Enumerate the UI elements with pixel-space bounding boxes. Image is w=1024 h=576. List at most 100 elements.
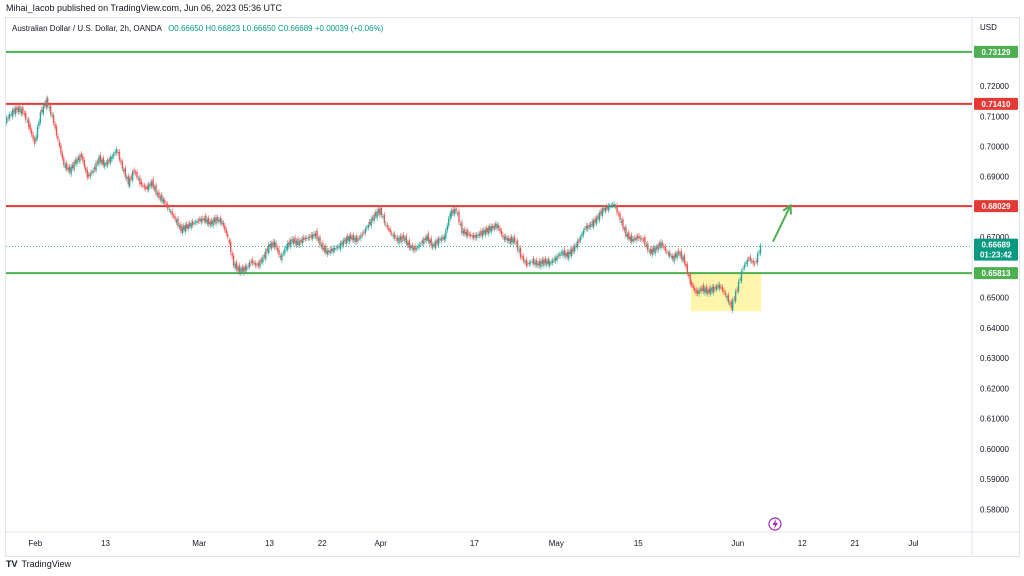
candle-body	[524, 261, 526, 262]
candle-body	[52, 115, 55, 123]
candle-body	[617, 213, 620, 215]
candle-body	[638, 235, 640, 239]
candle-body	[628, 232, 630, 239]
candle-body	[587, 225, 589, 230]
candle-body	[734, 291, 737, 302]
candle-body	[32, 134, 34, 139]
candle-body	[427, 233, 429, 242]
candle-body	[642, 239, 645, 241]
candle-body	[10, 113, 12, 115]
candle-body	[98, 157, 100, 165]
candle-body	[276, 247, 279, 251]
candle-body	[279, 256, 282, 258]
candle-body	[222, 222, 225, 226]
candle-body	[96, 161, 99, 164]
candle-body	[399, 236, 402, 241]
candle-body	[177, 218, 179, 226]
candle-body	[44, 103, 46, 106]
publisher-line: Mihai_Iacob published on TradingView.com…	[6, 3, 283, 13]
candle-body	[289, 240, 292, 247]
candle-body	[127, 175, 129, 185]
candle-body	[631, 235, 633, 242]
candle-body	[676, 252, 678, 259]
candle-body	[92, 170, 94, 174]
candle-body	[519, 248, 522, 258]
candle-body	[349, 234, 352, 239]
candle-body	[131, 171, 134, 181]
candle-body	[565, 253, 567, 257]
candle-body	[505, 235, 507, 240]
candle-body	[530, 262, 532, 264]
candle-body	[118, 151, 121, 160]
candle-body	[313, 233, 315, 236]
candle-body	[396, 237, 399, 241]
candle-body	[262, 257, 264, 263]
candle-body	[86, 169, 88, 178]
tradingview-wordmark: TradingView	[21, 559, 72, 569]
candle-body	[183, 225, 185, 230]
candle-body	[38, 121, 40, 127]
candle-body	[58, 141, 61, 146]
candle-body	[76, 158, 78, 165]
candle-body	[256, 264, 258, 266]
candle-body	[660, 241, 662, 248]
candle-body	[535, 260, 538, 265]
candle-body	[260, 259, 263, 262]
candle-body	[268, 244, 270, 253]
candle-body	[377, 209, 380, 214]
candle-body	[42, 105, 45, 114]
candle-body	[175, 220, 178, 223]
candle-body	[595, 217, 598, 224]
symbol-legend: Australian Dollar / U.S. Dollar, 2h, OAN…	[12, 24, 383, 33]
candle-body	[194, 222, 197, 224]
candle-body	[238, 265, 241, 273]
candle-body	[443, 236, 446, 241]
candle-body	[462, 230, 465, 234]
chart-frame	[5, 17, 1020, 557]
candle-body	[291, 238, 293, 242]
candle-body	[407, 242, 409, 246]
candle-body	[490, 226, 492, 233]
candle-body	[613, 203, 615, 206]
candle-body	[712, 286, 715, 293]
candle-body	[686, 264, 689, 274]
candle-body	[647, 243, 649, 251]
candle-body	[723, 290, 725, 293]
candle-body	[200, 218, 203, 223]
candle-body	[415, 248, 418, 249]
candle-body	[499, 228, 501, 232]
candle-body	[123, 169, 125, 172]
candle-body	[600, 210, 602, 215]
candle-body	[247, 265, 249, 267]
y-tick-label: 0.64000	[980, 324, 1009, 333]
candle-body	[390, 233, 393, 234]
level-price-tag	[974, 45, 1018, 58]
candle-body	[562, 251, 564, 256]
candle-body	[551, 260, 554, 263]
level-price-label: 0.71410	[982, 100, 1011, 109]
candle-body	[486, 227, 488, 233]
candle-body	[554, 257, 557, 262]
candle-body	[644, 237, 646, 245]
candle-body	[726, 296, 728, 298]
highlight-box	[690, 271, 762, 312]
x-tick-label: Feb	[28, 539, 42, 548]
candle-body	[199, 218, 201, 222]
candle-body	[70, 166, 72, 175]
candle-body	[344, 239, 346, 242]
candle-body	[136, 172, 138, 178]
candle-body	[590, 224, 592, 228]
candle-body	[448, 218, 450, 226]
candle-body	[68, 166, 71, 172]
candle-body	[248, 262, 251, 267]
y-tick-label: 0.70000	[980, 143, 1009, 152]
candle-body	[645, 244, 648, 247]
candle-body	[465, 231, 468, 236]
candle-body	[329, 249, 331, 254]
candle-body	[159, 196, 162, 200]
candle-body	[541, 259, 544, 264]
candle-body	[729, 302, 731, 304]
candle-body	[240, 268, 242, 274]
candle-body	[161, 194, 163, 202]
